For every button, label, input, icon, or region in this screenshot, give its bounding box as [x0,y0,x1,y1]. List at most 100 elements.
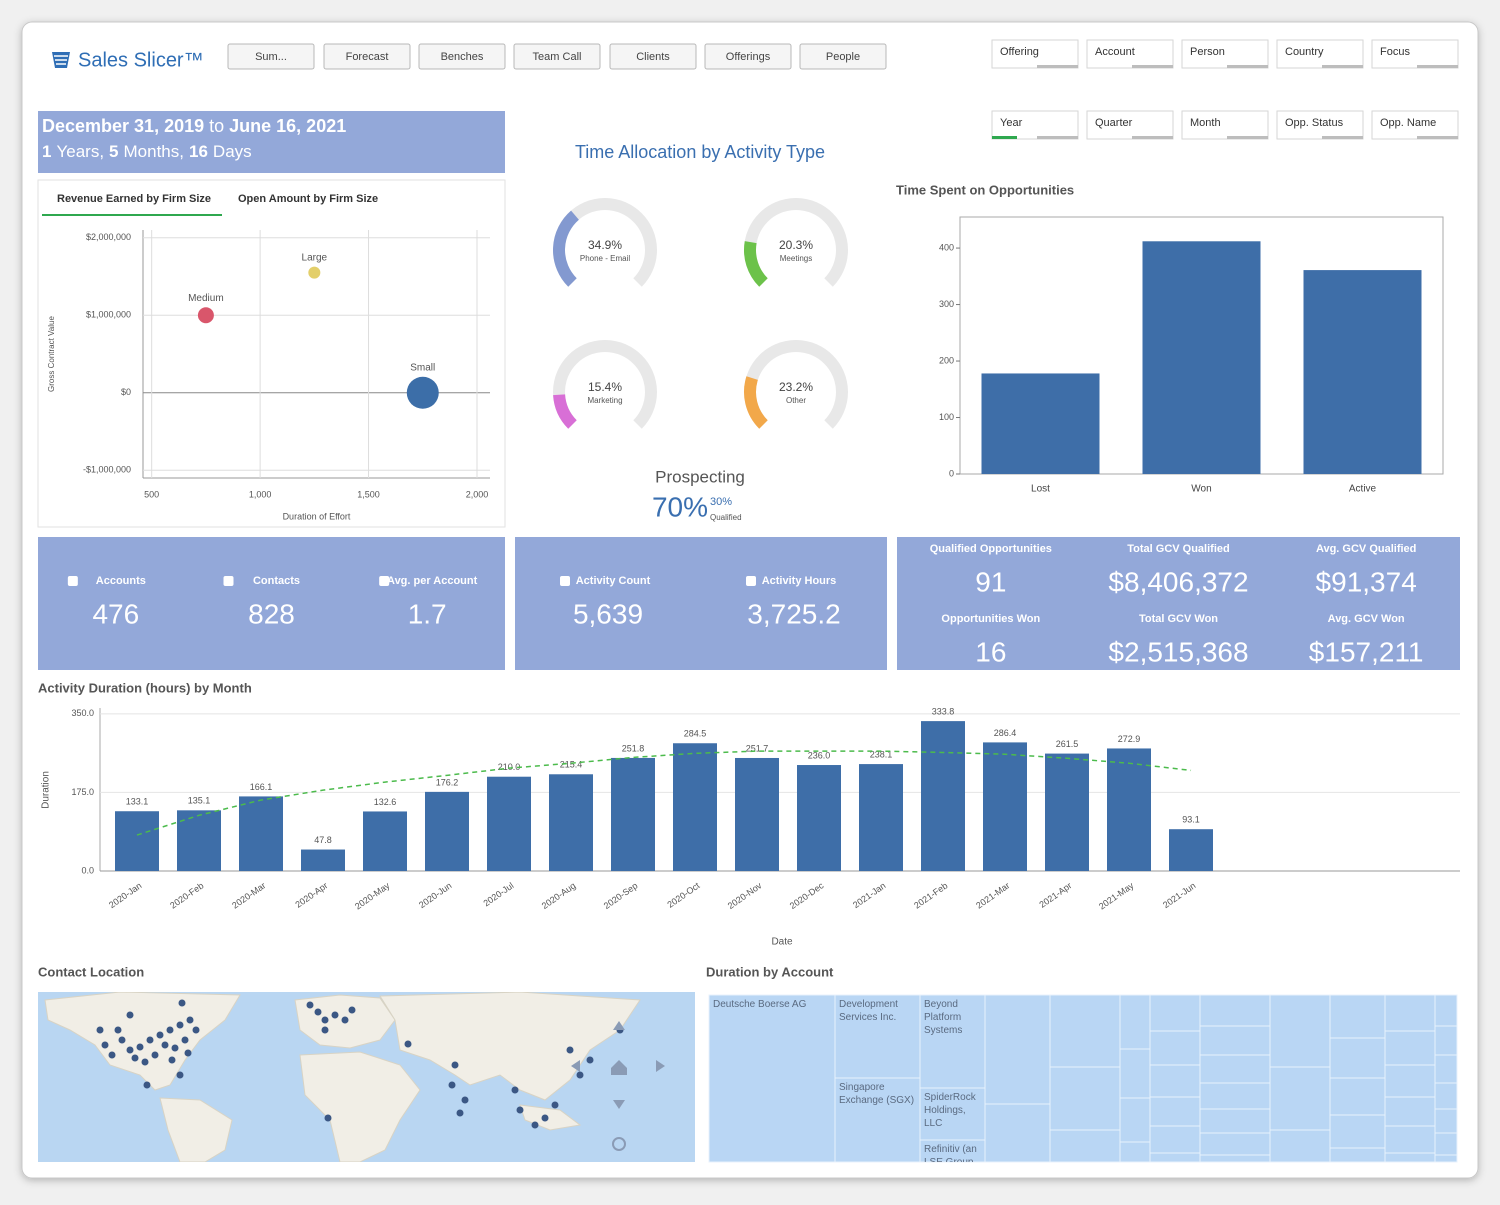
filter-box[interactable]: Person [1181,39,1269,69]
filter-box[interactable]: Account [1086,39,1174,69]
tab[interactable]: Open Amount by Firm Size [238,193,378,205]
map-dots [96,999,624,1129]
y-tick-label: $1,000,000 [86,310,131,320]
bar [921,721,965,871]
filter-bar[interactable] [1417,136,1458,139]
nav-button[interactable]: Sum... [227,43,315,70]
map-dot [131,1054,139,1062]
filter-label[interactable]: Person [1190,46,1225,58]
filter-box[interactable]: Offering [991,39,1079,69]
duration-value: 1 [42,142,51,161]
map-up[interactable] [613,1021,625,1030]
filter-label[interactable]: Year [1000,117,1023,129]
filter-box-bg[interactable] [1276,39,1364,69]
filter-box-bg[interactable] [991,39,1079,69]
nav-button-label[interactable]: Team Call [533,51,582,63]
treemap-label: Deutsche Boerse AG [713,999,807,1010]
data-label: 132.6 [374,797,397,807]
map-dot [151,1051,159,1059]
filter-bar[interactable] [1322,136,1363,139]
filter-label[interactable]: Opp. Status [1285,117,1344,129]
map-left[interactable] [571,1060,580,1072]
nav-button-label[interactable]: Sum... [255,51,287,63]
kpi-label: Contacts [253,575,300,587]
data-label: 238.1 [870,749,893,759]
nav-button-label[interactable]: Offerings [726,51,771,63]
bar [363,811,407,871]
filter-box-bg[interactable] [1371,39,1459,69]
filter-box[interactable]: Focus [1371,39,1459,69]
filter-label[interactable]: Month [1190,117,1221,129]
nav-button[interactable]: Team Call [513,43,601,70]
nav-button-bg[interactable] [609,43,697,70]
trend-line [136,750,1192,836]
gauge-value-label: 20.3% [779,238,813,252]
nav-button[interactable]: People [799,43,887,70]
filter-bar[interactable] [1322,65,1363,68]
filter-box[interactable]: Year [991,110,1079,140]
nav-button-label[interactable]: People [826,51,860,63]
filter-bar[interactable] [1227,136,1268,139]
nav-button-label[interactable]: Clients [636,51,670,63]
nav-button-bg[interactable] [227,43,315,70]
filter-box-bg[interactable] [991,110,1079,140]
map-zoom[interactable] [612,1137,626,1151]
bar [981,373,1100,474]
filter-box[interactable]: Month [1181,110,1269,140]
filter-box-bg[interactable] [1181,110,1269,140]
nav-button-label[interactable]: Benches [441,51,484,63]
nav-button-bg[interactable] [704,43,792,70]
filter-box[interactable]: Opp. Status [1276,110,1364,140]
tab[interactable]: Revenue Earned by Firm Size [57,193,211,205]
bar [1107,748,1151,871]
bar [177,810,221,871]
treemap-grid [708,994,1458,1163]
filter-box-bg[interactable] [1181,39,1269,69]
map-controls[interactable] [571,1021,665,1151]
map-dot [314,1008,322,1016]
gauge-value [553,210,580,287]
filter-box-bg[interactable] [1276,110,1364,140]
nav-button-label[interactable]: Forecast [346,51,389,63]
filter-box[interactable]: Quarter [1086,110,1174,140]
bar [115,811,159,871]
kpi-value: 3,725.2 [747,598,840,629]
map-dot [156,1031,164,1039]
map-home[interactable] [611,1060,627,1075]
nav-button-bg[interactable] [418,43,506,70]
filter-bar[interactable] [1417,65,1458,68]
filter-bar[interactable] [1037,65,1078,68]
filter-label[interactable]: Focus [1380,46,1410,58]
nav-button[interactable]: Offerings [704,43,792,70]
filter-box-bg[interactable] [1086,39,1174,69]
filter-label[interactable]: Opp. Name [1380,117,1436,129]
filter-label[interactable]: Account [1095,46,1135,58]
filter-bar[interactable] [1132,136,1173,139]
filter-bar[interactable] [1132,65,1173,68]
filter-label[interactable]: Country [1285,46,1324,58]
data-label: 47.8 [314,835,332,845]
nav-button-bg[interactable] [323,43,411,70]
data-label: 272.9 [1118,734,1141,744]
filter-label[interactable]: Offering [1000,46,1039,58]
bar [549,774,593,871]
filter-box[interactable]: Opp. Name [1371,110,1459,140]
filter-bar[interactable] [1037,136,1078,139]
filter-label[interactable]: Quarter [1095,117,1133,129]
nav-button[interactable]: Forecast [323,43,411,70]
filter-box-bg[interactable] [1086,110,1174,140]
data-label: 251.8 [622,743,645,753]
filter-box-bg[interactable] [1371,110,1459,140]
gauge-label: Marketing [587,396,622,405]
filter-bar-active[interactable] [992,136,1017,139]
filter-box[interactable]: Country [1276,39,1364,69]
nav-button-bg[interactable] [799,43,887,70]
kpi-value: $91,374 [1316,566,1417,597]
filter-bar[interactable] [1227,65,1268,68]
nav-button[interactable]: Benches [418,43,506,70]
nav-button-bg[interactable] [513,43,601,70]
date-part: to [209,116,224,136]
map-right[interactable] [656,1060,665,1072]
map-down[interactable] [613,1100,625,1109]
nav-button[interactable]: Clients [609,43,697,70]
